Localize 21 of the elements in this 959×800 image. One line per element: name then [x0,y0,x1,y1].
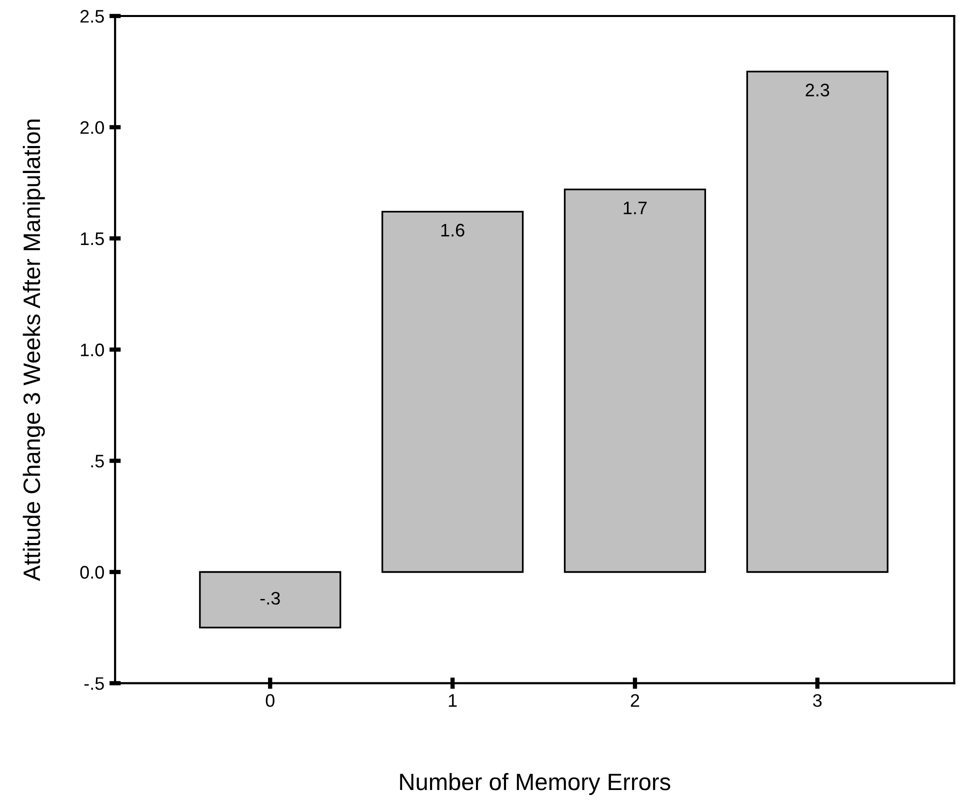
data-label: 1.6 [441,224,464,237]
data-label: 1.7 [624,202,647,214]
bar [381,210,524,573]
y-tick-label: 2.0 [80,121,104,134]
y-tick-label: 1.0 [80,344,104,356]
y-tick-label: .5 [91,454,104,468]
y-tick-label: 2.5 [80,10,104,23]
y-tick-label: 1.5 [80,232,104,246]
bar [564,188,706,573]
x-tick-label: 0 [266,694,274,707]
x-axis-title: Number of Memory Errors [400,772,670,795]
y-tick-label: -.5 [84,677,104,690]
y-axis-title: Attitude Change 3 Weeks After Manipulation [22,120,45,581]
bar [746,70,888,573]
x-tick-label: 1 [448,694,457,707]
x-tick-label: 3 [813,694,822,707]
data-label: -.3 [260,592,280,605]
data-label: 2.3 [806,84,830,96]
bar [199,571,342,628]
x-tick-label: 2 [630,694,640,707]
y-tick-label: 0.0 [80,566,104,579]
